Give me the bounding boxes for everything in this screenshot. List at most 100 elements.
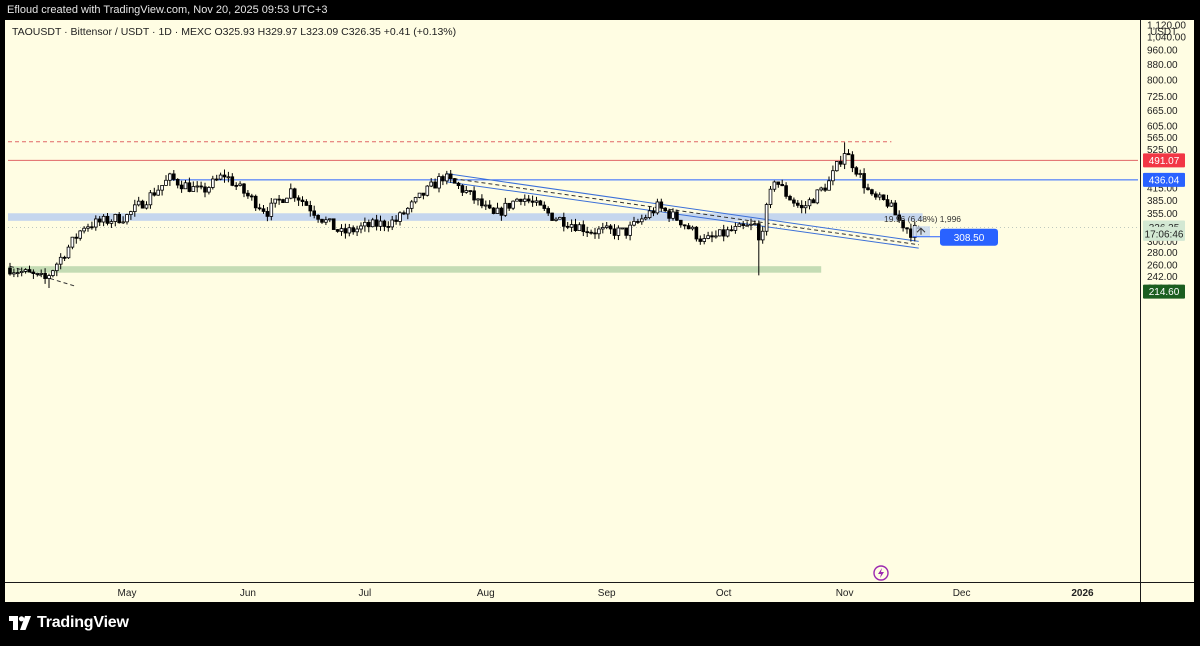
candle-down — [261, 205, 266, 214]
candle-down — [542, 201, 547, 211]
candle-body — [854, 167, 859, 175]
candle-down — [242, 183, 246, 198]
candle-body — [788, 195, 792, 201]
lightning-icon — [873, 565, 889, 581]
candle-up — [655, 198, 660, 215]
candle-down — [581, 220, 586, 237]
y-tick-label: 385.00 — [1147, 196, 1178, 207]
candle-body — [366, 221, 371, 228]
candle-down — [562, 212, 566, 232]
candle-down — [866, 183, 870, 191]
candle-body — [374, 219, 379, 227]
candle-up — [429, 178, 433, 188]
candle-body — [589, 231, 593, 234]
candle-up — [725, 226, 730, 238]
candle-up — [425, 185, 430, 197]
candle-body — [140, 200, 145, 209]
measure-text: 19.96 (6.48%) 1,996 — [884, 214, 961, 224]
candle-down — [507, 202, 511, 211]
candle-body — [285, 197, 289, 203]
candle-down — [292, 187, 297, 202]
candle-body — [355, 228, 359, 233]
currency-unit-label[interactable]: USDT — [1150, 27, 1178, 38]
lightning-icon-ring — [873, 565, 889, 581]
candle-down — [893, 200, 898, 216]
candle-up — [647, 206, 652, 220]
candle-body — [909, 228, 913, 238]
candle-down — [31, 269, 36, 279]
candle-body — [109, 221, 114, 224]
candle-down — [796, 200, 800, 208]
candle-body — [378, 220, 383, 227]
candle-down — [780, 179, 784, 187]
candle-body — [58, 256, 63, 265]
candle-up — [94, 215, 98, 231]
price-tag: 436.04 — [1143, 172, 1185, 187]
candle-down — [402, 210, 406, 216]
candle-body — [168, 173, 172, 181]
y-tick-label: 605.00 — [1147, 122, 1178, 133]
candle-body — [608, 225, 613, 230]
candle-up — [226, 171, 231, 183]
chart-credit: Efloud created with TradingView.com, Nov… — [7, 4, 328, 16]
candle-body — [698, 238, 703, 242]
candle-down — [694, 226, 699, 242]
candle-body — [530, 200, 535, 203]
candle-down — [366, 219, 371, 233]
candle-up — [601, 222, 605, 234]
y-tick-label: 355.00 — [1147, 209, 1178, 220]
candle-body — [663, 207, 667, 212]
candle-body — [390, 219, 394, 228]
candle-up — [643, 214, 648, 221]
candle-down — [686, 223, 691, 230]
candle-up — [148, 189, 153, 209]
candle-down — [140, 199, 145, 209]
candle-body — [569, 224, 574, 228]
candle-body — [585, 231, 589, 234]
candle-body — [156, 189, 161, 196]
x-tick-label: Dec — [953, 588, 971, 599]
price-tag: 214.60 — [1143, 284, 1185, 299]
candle-body — [472, 190, 476, 201]
candle-up — [511, 200, 515, 211]
symbol-legend: TAOUSDT · Bittensor / USDT · 1D · MEXC O… — [12, 26, 457, 38]
candle-body — [273, 198, 277, 204]
tradingview-logo[interactable]: TradingView — [9, 614, 129, 632]
candle-body — [300, 199, 305, 202]
candle-down — [612, 224, 617, 240]
candle-down — [530, 195, 535, 207]
candle-body — [694, 226, 699, 240]
candle-down — [519, 198, 523, 206]
candle-body — [386, 226, 391, 228]
candle-body — [269, 202, 274, 217]
candle-body — [409, 201, 414, 209]
candle-body — [881, 194, 886, 201]
candle-down — [300, 196, 305, 207]
candle-down — [304, 199, 309, 206]
candle-body — [218, 174, 223, 180]
candle-down — [499, 206, 504, 221]
candle-up — [324, 216, 328, 226]
candle-up — [405, 207, 410, 220]
candle-down — [550, 212, 554, 221]
candle-up — [749, 218, 753, 231]
candle-down — [565, 221, 570, 230]
candle-body — [413, 197, 418, 203]
candle-body — [429, 181, 433, 187]
candle-body — [796, 202, 800, 206]
candle-up — [858, 169, 862, 178]
candle-body — [296, 197, 301, 201]
candle-body — [768, 188, 773, 205]
candle-down — [721, 224, 726, 242]
price-tag-bg — [1143, 284, 1185, 299]
candle-down — [526, 195, 531, 204]
candle-up — [39, 269, 43, 278]
candle-down — [663, 207, 667, 212]
candle-up — [772, 180, 777, 192]
candle-body — [78, 230, 83, 239]
measure-arrow-head — [916, 227, 926, 233]
candle-body — [195, 185, 200, 188]
candle-up — [889, 199, 894, 207]
candle-body — [682, 224, 687, 227]
